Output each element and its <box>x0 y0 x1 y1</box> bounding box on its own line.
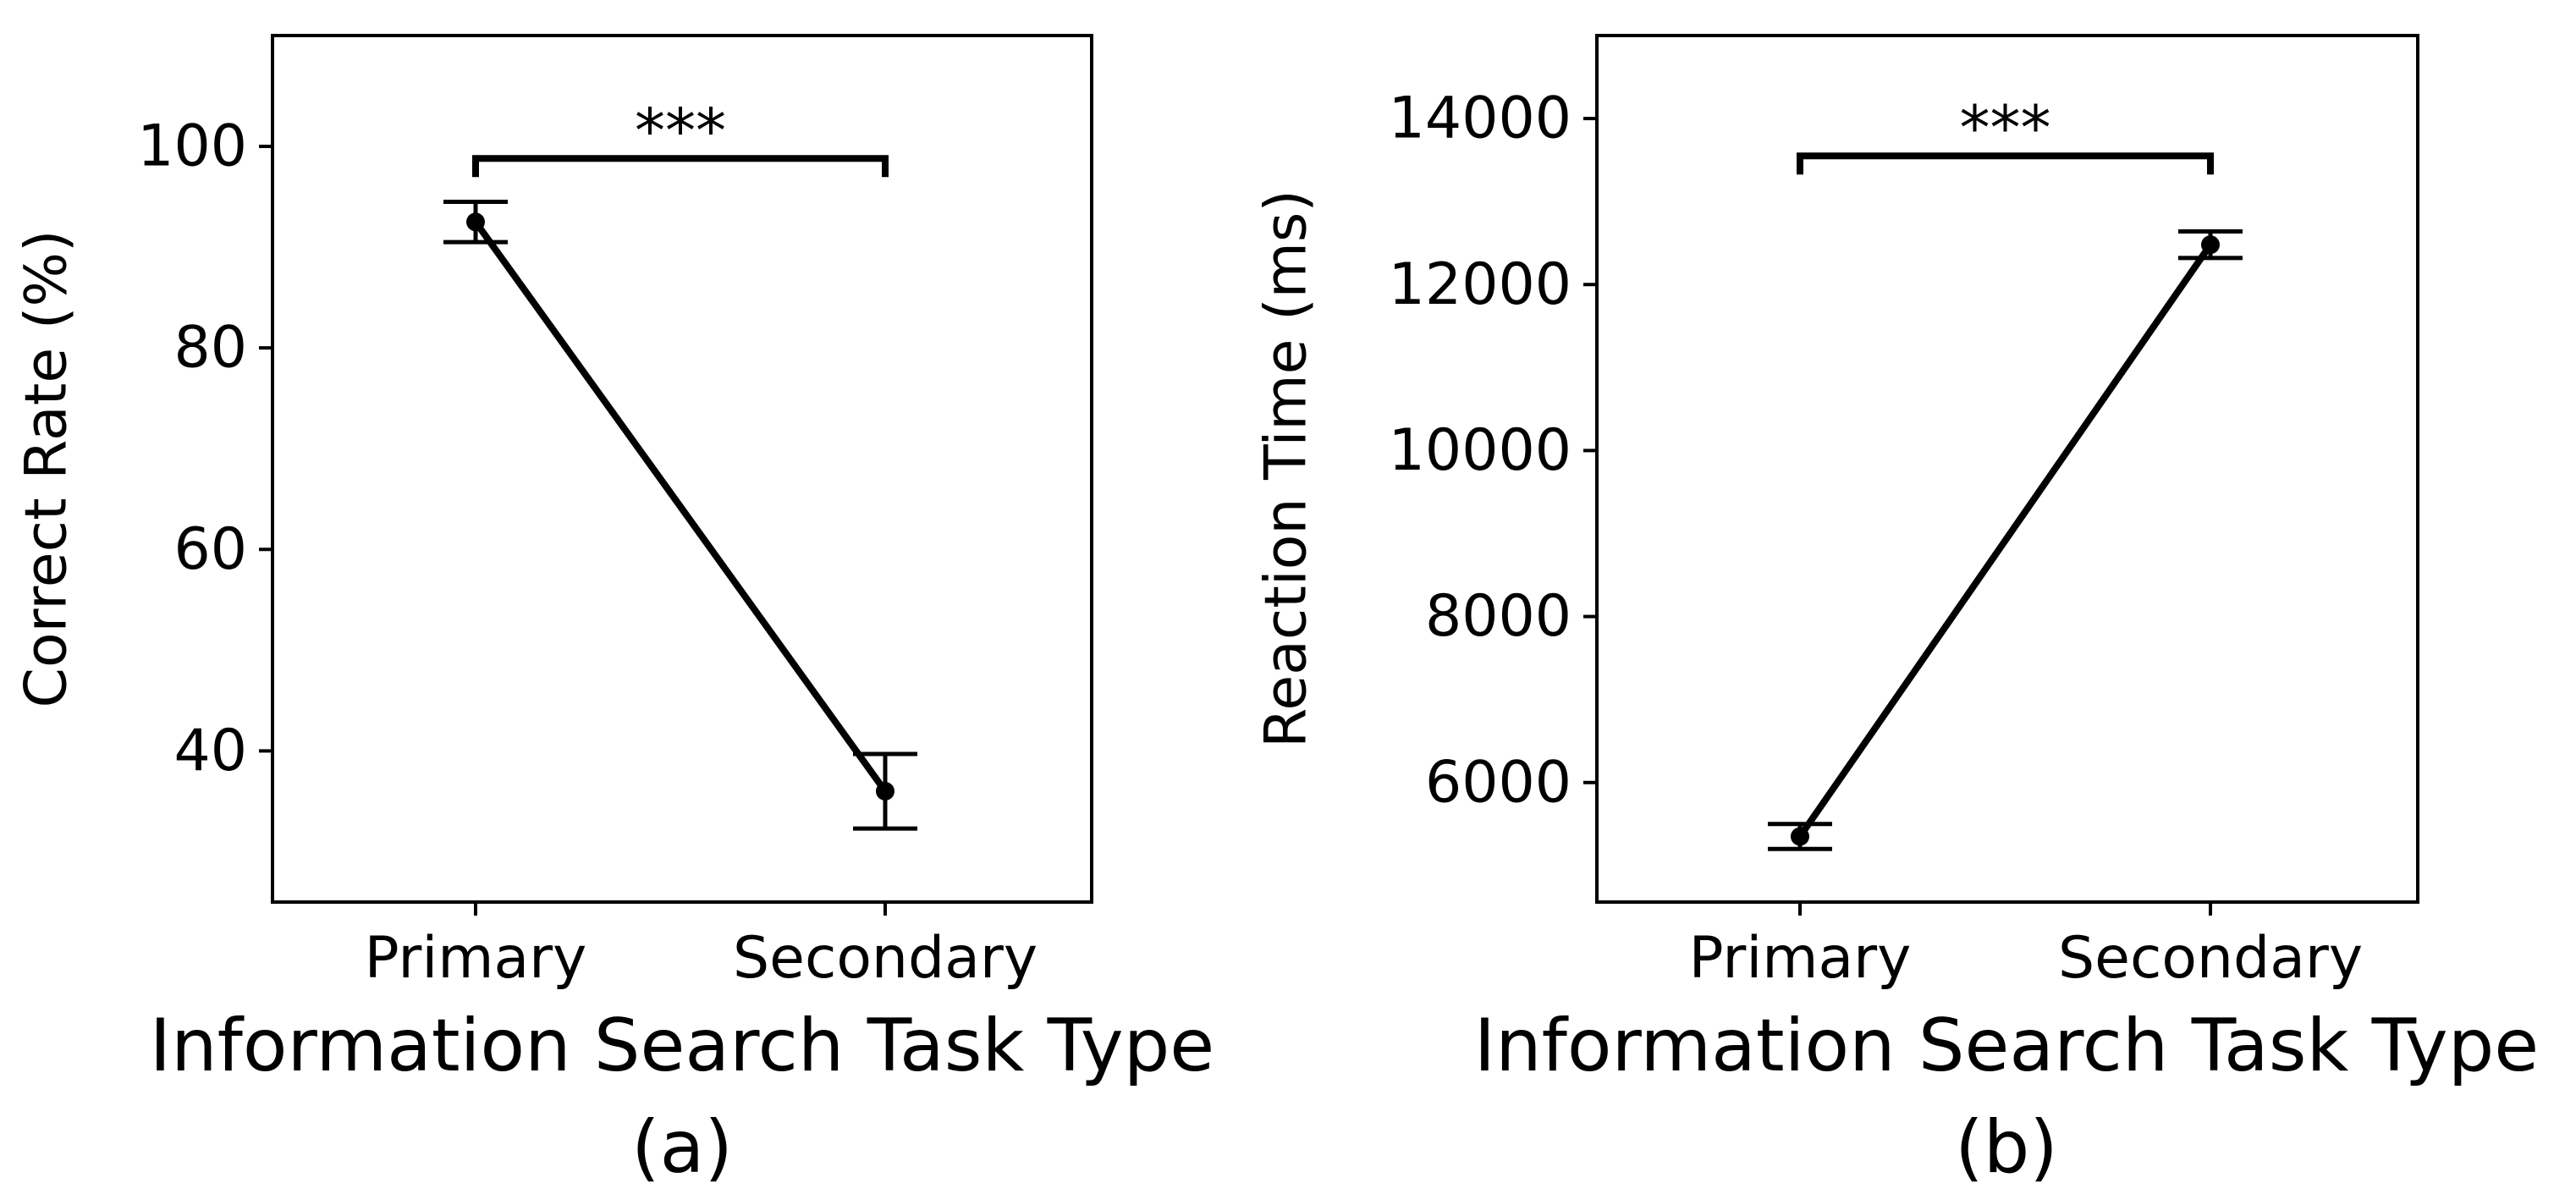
y-tick-label: 10000 <box>1389 417 1571 484</box>
data-point <box>466 212 485 232</box>
data-point <box>2201 235 2220 255</box>
significance-label: *** <box>1960 92 2051 163</box>
y-tick-label: 8000 <box>1425 583 1571 650</box>
plot-frame <box>271 34 1093 904</box>
data-point <box>876 782 894 801</box>
panel-caption: (a) <box>631 1105 733 1190</box>
significance-label: *** <box>635 95 726 166</box>
significance-bracket <box>472 155 889 178</box>
y-tick-label: 100 <box>137 113 247 179</box>
panel-caption: (b) <box>1955 1105 2058 1190</box>
x-tick-label: Primary <box>1689 925 1912 992</box>
y-tick-label: 6000 <box>1425 749 1571 816</box>
y-axis-label: Reaction Time (ms) <box>1253 190 1320 748</box>
series-line <box>1797 242 2214 839</box>
y-tick-label: 12000 <box>1389 251 1571 318</box>
y-tick-label: 14000 <box>1389 85 1571 152</box>
plot-frame <box>1595 34 2419 904</box>
y-tick-label: 60 <box>173 516 247 583</box>
y-tick-label: 40 <box>173 718 247 784</box>
x-tick-label: Primary <box>365 925 587 992</box>
y-tick-label: 80 <box>173 315 247 382</box>
panel-b: 6000 8000 10000 12000 14000 Primary Secondary I… <box>1253 34 2539 1190</box>
x-tick-label: Secondary <box>733 925 1038 992</box>
panel-a: 40 60 80 100 Primary Secondary Information Sea… <box>14 34 1214 1190</box>
data-point <box>1791 827 1809 846</box>
series-line <box>472 219 889 794</box>
x-axis-label: Information Search Task Type <box>150 1004 1214 1088</box>
x-axis-label: Information Search Task Type <box>1474 1004 2539 1088</box>
x-tick-label: Secondary <box>2058 925 2363 992</box>
significance-bracket <box>1797 152 2214 175</box>
y-axis-label: Correct Rate (%) <box>14 229 80 707</box>
